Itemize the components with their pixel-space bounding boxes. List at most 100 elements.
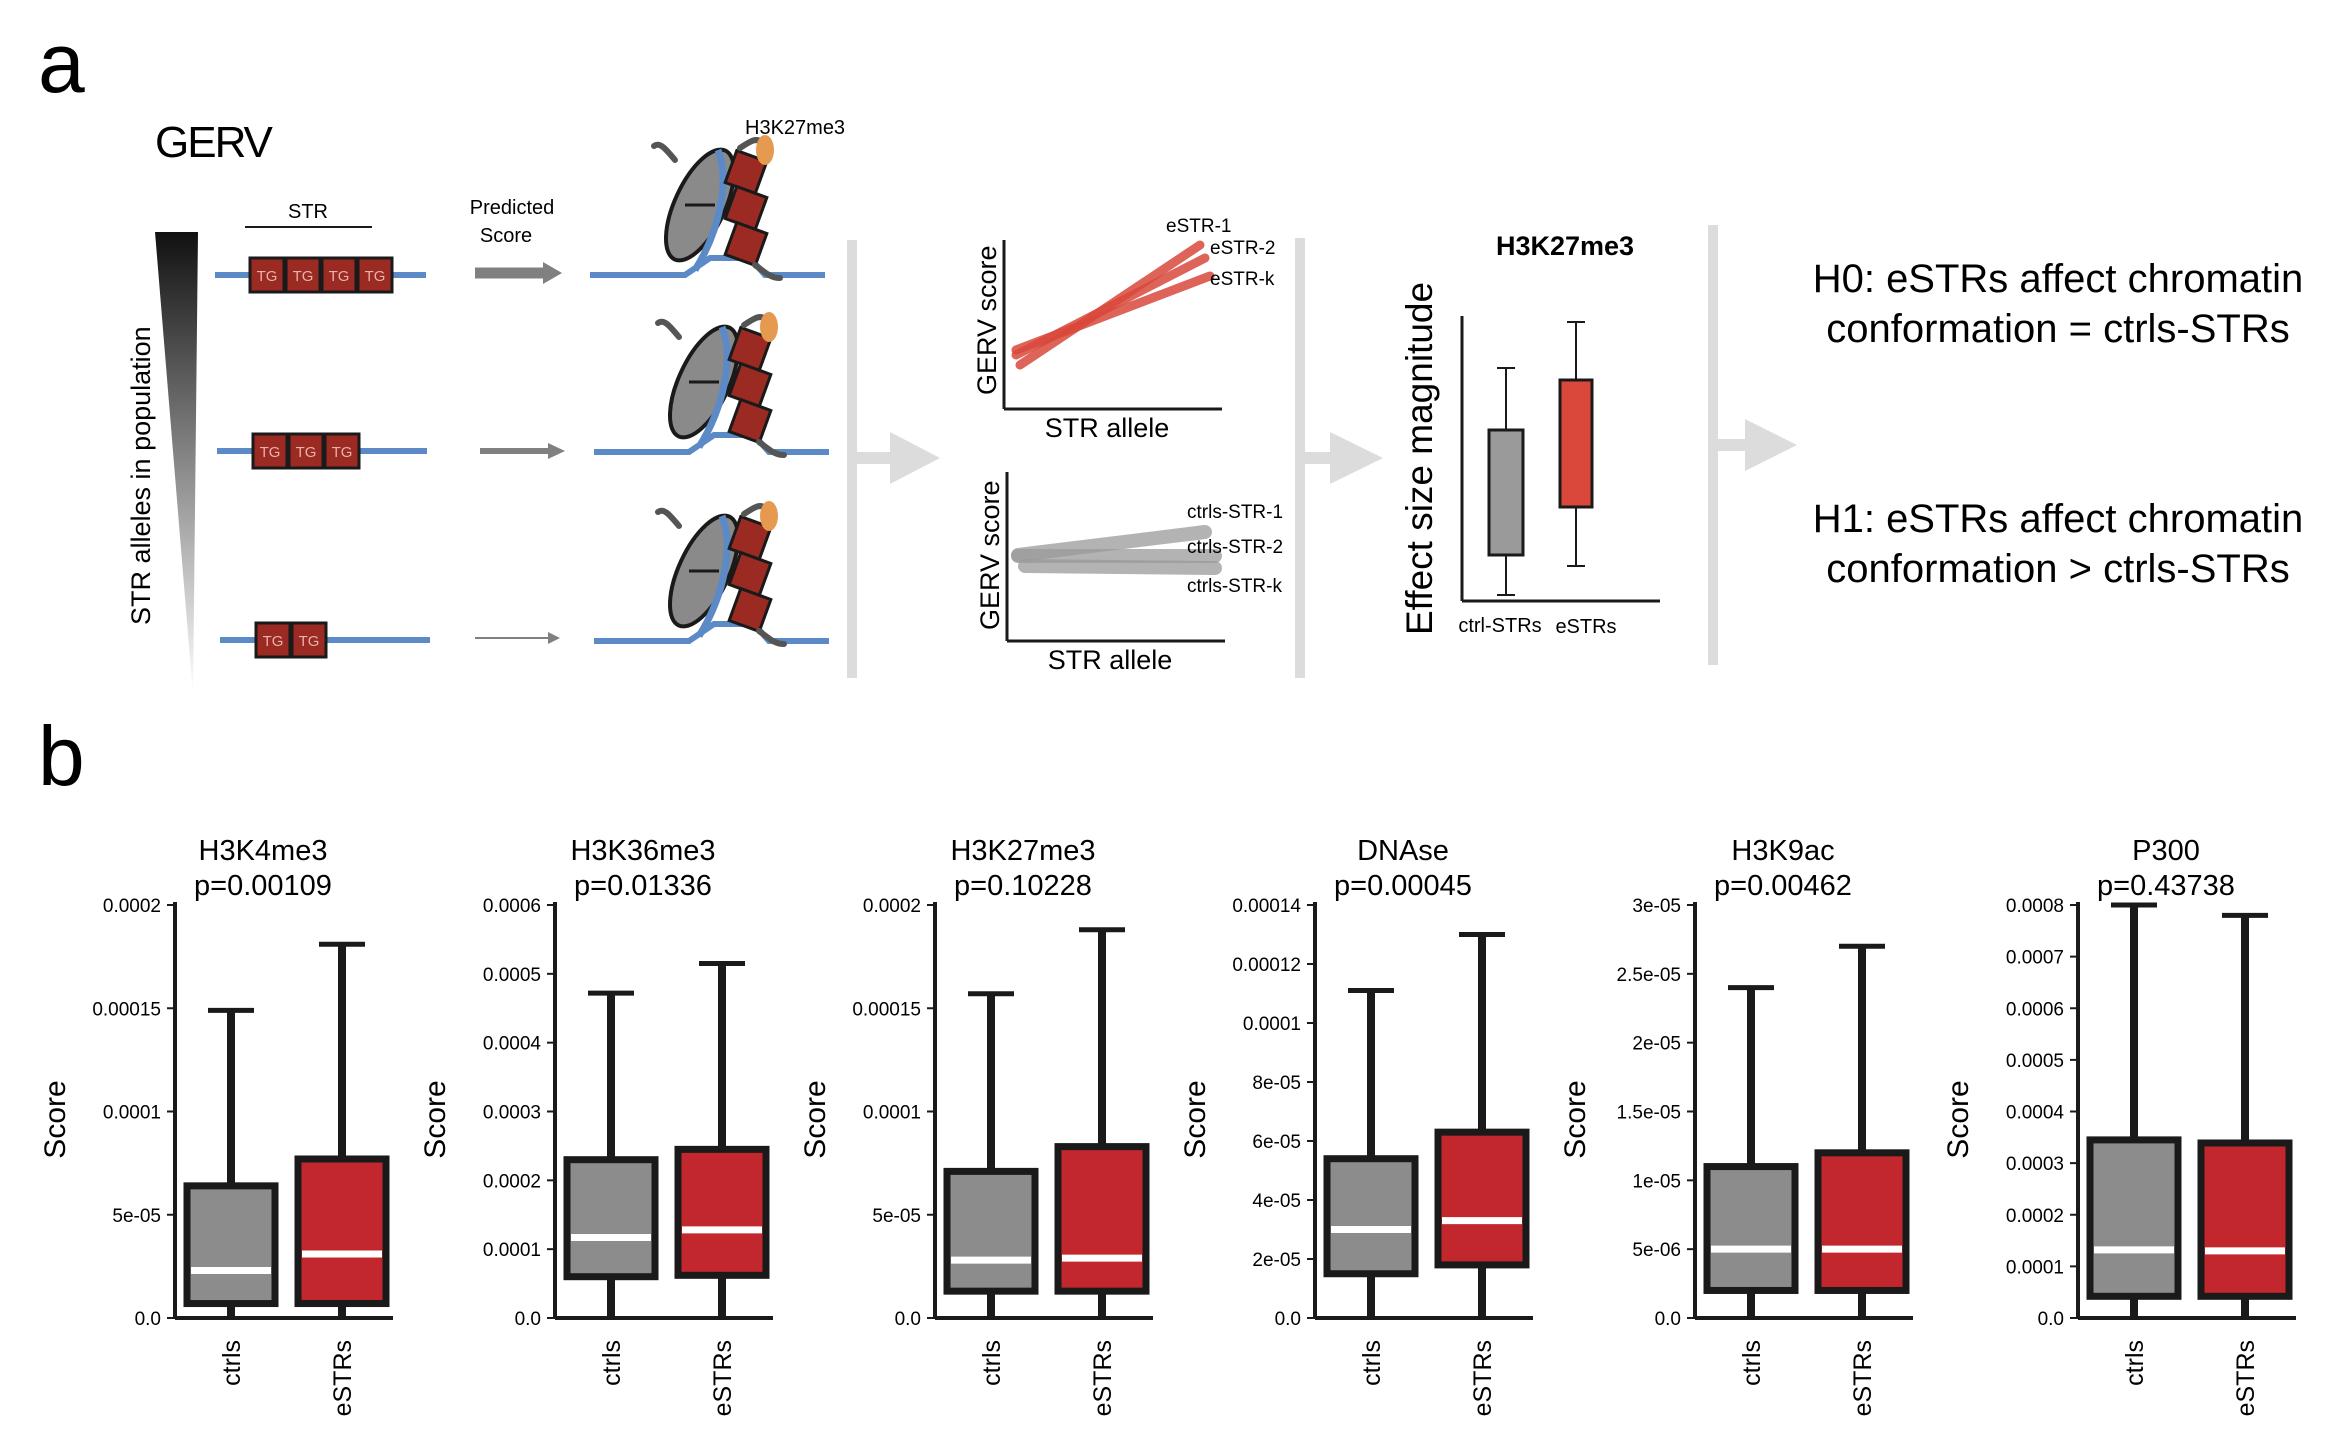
plot-pvalue: p=0.00045: [1334, 870, 1472, 902]
dna-strand: [594, 432, 829, 455]
y-tick-label: 0.0008: [2006, 896, 2064, 917]
flow-arrow-2: [1304, 432, 1383, 484]
x-category-label: eSTRs: [329, 1340, 357, 1416]
box-ctrls: [1703, 1163, 1799, 1294]
histone-tail: [655, 318, 682, 340]
y-tick-label: 2e-05: [1252, 1250, 1301, 1271]
h0-line-1: H0: eSTRs affect chromatin: [1813, 257, 2304, 301]
repeat-unit-label: TG: [257, 268, 278, 285]
nucleosome-1: [590, 135, 825, 281]
y-tick-label: 0.0: [515, 1309, 541, 1330]
str-label: STR: [288, 201, 328, 223]
y-tick-label: 6e-05: [1252, 1132, 1301, 1153]
estr-plot-xlabel: STR allele: [1045, 413, 1170, 443]
h1-line-2: conformation > ctrls-STRs: [1826, 547, 2289, 591]
ctrl-line-label-2: ctrls-STR-2: [1187, 537, 1283, 558]
histone-tail: [651, 141, 678, 163]
y-axis-label: Score: [1559, 1080, 1592, 1158]
plot-title: H3K27me3: [950, 835, 1095, 867]
y-axis-label: Score: [1179, 1080, 1212, 1158]
x-category-label: ctrls: [1358, 1340, 1386, 1386]
panel-b-letter: b: [38, 709, 85, 803]
dna-strand: [590, 255, 825, 278]
mark-label: H3K27me3: [745, 117, 845, 139]
effect-box-ctrl: [1487, 428, 1525, 557]
y-tick-label: 3e-05: [1632, 896, 1681, 917]
estr-line-label-2: eSTR-2: [1210, 238, 1275, 259]
ctrl-gerv-plot: ctrls-STR-1 ctrls-STR-2 ctrls-STR-k GERV…: [975, 472, 1283, 675]
nucleosome-3: [594, 501, 829, 647]
repeat-unit-box: [727, 397, 773, 445]
effect-cat-estr: eSTRs: [1555, 616, 1616, 638]
methyl-mark: [760, 312, 778, 342]
dna-wrap: [692, 148, 727, 272]
histone-tail: [756, 439, 787, 458]
y-tick-label: 0.0003: [483, 1103, 541, 1124]
y-axis-label: Score: [419, 1080, 452, 1158]
repeat-unit-label: TG: [293, 268, 314, 285]
y-tick-label: 0.0: [1275, 1309, 1301, 1330]
y-tick-label: 0.0002: [103, 896, 161, 917]
repeat-unit-box: [251, 432, 289, 470]
flow-arrow-3: [1717, 419, 1797, 471]
y-tick-label: 0.0001: [483, 1240, 541, 1261]
repeat-unit-label: TG: [260, 444, 281, 461]
ctrl-line-label-1: ctrls-STR-1: [1187, 502, 1283, 523]
plot-pvalue: p=0.10228: [954, 870, 1092, 902]
effect-plot-ylabel: Effect size magnitude: [1399, 282, 1440, 635]
methyl-mark: [760, 501, 778, 531]
repeat-unit-box: [323, 432, 361, 470]
plot-title: P300: [2132, 835, 2200, 867]
repeat-unit-box: [290, 621, 328, 659]
y-tick-label: 0.0: [1655, 1309, 1681, 1330]
y-tick-label: 0.0007: [2006, 948, 2064, 969]
dna-wrap: [696, 514, 731, 638]
y-tick-label: 0.0001: [103, 1103, 161, 1124]
box-estrs: [2197, 1139, 2293, 1300]
x-category-label: eSTRs: [1849, 1340, 1877, 1416]
repeat-row-1: TG TG TG TG: [248, 256, 394, 294]
y-tick-label: 0.0001: [2006, 1257, 2064, 1278]
y-tick-label: 0.00015: [852, 999, 921, 1020]
x-category-label: eSTRs: [1089, 1340, 1117, 1416]
repeat-unit-box: [356, 256, 394, 294]
estr-line-label-3: eSTR-k: [1210, 269, 1275, 290]
predicted-arrow-medium: [480, 443, 565, 459]
box-ctrls: [2086, 1136, 2182, 1300]
box-ctrls: [1323, 1155, 1419, 1278]
repeat-unit-box: [284, 256, 322, 294]
estr-line-label-1: eSTR-1: [1166, 216, 1231, 237]
plot-pvalue: p=0.01336: [574, 870, 712, 902]
estr-plot-ylabel: GERV score: [972, 245, 1002, 395]
repeat-unit-box: [723, 220, 769, 268]
y-tick-label: 0.0005: [483, 965, 541, 986]
histone-tail: [752, 262, 783, 281]
effect-box-estr: [1558, 378, 1594, 509]
y-tick-label: 0.00015: [92, 999, 161, 1020]
dna-wrap: [696, 325, 731, 449]
repeat-unit-box: [287, 432, 325, 470]
x-category-label: ctrls: [978, 1340, 1006, 1386]
predicted-label-1: Predicted: [470, 197, 555, 219]
y-axis-label: Score: [799, 1080, 832, 1158]
ctrl-plot-xlabel: STR allele: [1048, 645, 1173, 675]
y-tick-label: 0.0004: [2006, 1103, 2065, 1124]
repeat-row-2: TG TG TG: [251, 432, 361, 470]
repeat-unit-label: TG: [329, 268, 350, 285]
x-category-label: eSTRs: [1469, 1340, 1497, 1416]
effect-size-plot: H3K27me3 Effect size magnitude ctrl-STRs…: [1399, 231, 1660, 638]
plot-title: H3K9ac: [1731, 835, 1834, 867]
y-tick-label: 8e-05: [1252, 1073, 1301, 1094]
plot-pvalue: p=0.00462: [1714, 870, 1852, 902]
repeat-unit-label: TG: [332, 444, 353, 461]
y-tick-label: 5e-06: [1632, 1240, 1681, 1261]
y-tick-label: 0.00012: [1232, 955, 1301, 976]
ctrl-line-label-3: ctrls-STR-k: [1187, 576, 1282, 597]
y-tick-label: 0.0005: [2006, 1051, 2064, 1072]
